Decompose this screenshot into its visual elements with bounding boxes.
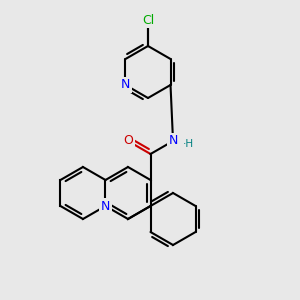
Text: N: N: [101, 200, 110, 212]
Text: O: O: [123, 134, 133, 148]
Text: N: N: [168, 134, 178, 148]
Text: N: N: [121, 79, 130, 92]
Text: Cl: Cl: [142, 14, 154, 26]
Text: ·H: ·H: [183, 139, 194, 149]
